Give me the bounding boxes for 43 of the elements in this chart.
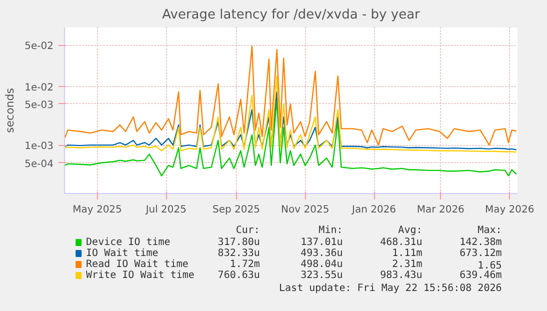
text: 137.01u bbox=[300, 237, 343, 248]
legend-label: IO Wait time bbox=[86, 248, 158, 259]
x-tick-label: May 2025 bbox=[72, 204, 122, 216]
text: Max: bbox=[478, 225, 502, 236]
line-series bbox=[64, 75, 517, 153]
y-tick-label: 5e-02 bbox=[24, 41, 54, 52]
y-tick-label: 1e-02 bbox=[24, 82, 54, 94]
text: 498.04u bbox=[300, 259, 343, 270]
x-tick-label: Jan 2026 bbox=[351, 204, 396, 216]
text: 493.36u bbox=[300, 248, 343, 259]
x-tick-label: May 2026 bbox=[484, 204, 534, 216]
line-series bbox=[64, 46, 517, 146]
text: 1.72m bbox=[230, 259, 260, 270]
x-tick-label: Jul 2025 bbox=[144, 204, 187, 216]
text: Min: bbox=[318, 225, 343, 236]
chart-title: Average latency for /dev/xvda - by year bbox=[162, 8, 421, 22]
x-tick-label: Sep 2025 bbox=[212, 204, 260, 216]
y-tick-label: 1e-03 bbox=[24, 141, 54, 152]
legend-label: Write IO Wait time bbox=[86, 270, 194, 281]
text: Avg: bbox=[398, 225, 422, 236]
text: 760.63u bbox=[218, 270, 260, 281]
y-tick-label: 5e-04 bbox=[24, 158, 54, 170]
line-series bbox=[64, 91, 517, 150]
y-tick-label: 5e-03 bbox=[24, 100, 54, 111]
text: 639.46m bbox=[460, 270, 502, 281]
text: 2.31m bbox=[392, 259, 422, 270]
legend-label: Read IO Wait time bbox=[86, 259, 188, 270]
y-axis-title: seconds bbox=[4, 88, 17, 133]
text: 673.12m bbox=[460, 248, 502, 259]
text: 468.31u bbox=[380, 237, 422, 248]
legend-label: Device IO time bbox=[86, 237, 170, 248]
x-tick-label: Mar 2026 bbox=[416, 204, 464, 216]
text: 323.55u bbox=[300, 270, 343, 281]
x-tick-label: Nov 2025 bbox=[281, 204, 330, 216]
text: 1.65 bbox=[478, 260, 502, 272]
text: 832.33u bbox=[218, 248, 260, 259]
line-series bbox=[64, 98, 517, 176]
text: 1.11m bbox=[392, 248, 422, 259]
text: Cur: bbox=[236, 225, 260, 236]
text: 317.80u bbox=[218, 237, 260, 248]
text: Last update: Fri May 22 15:56:08 2026 bbox=[279, 283, 502, 294]
text: 142.38m bbox=[460, 237, 502, 248]
text: 983.43u bbox=[380, 270, 422, 281]
